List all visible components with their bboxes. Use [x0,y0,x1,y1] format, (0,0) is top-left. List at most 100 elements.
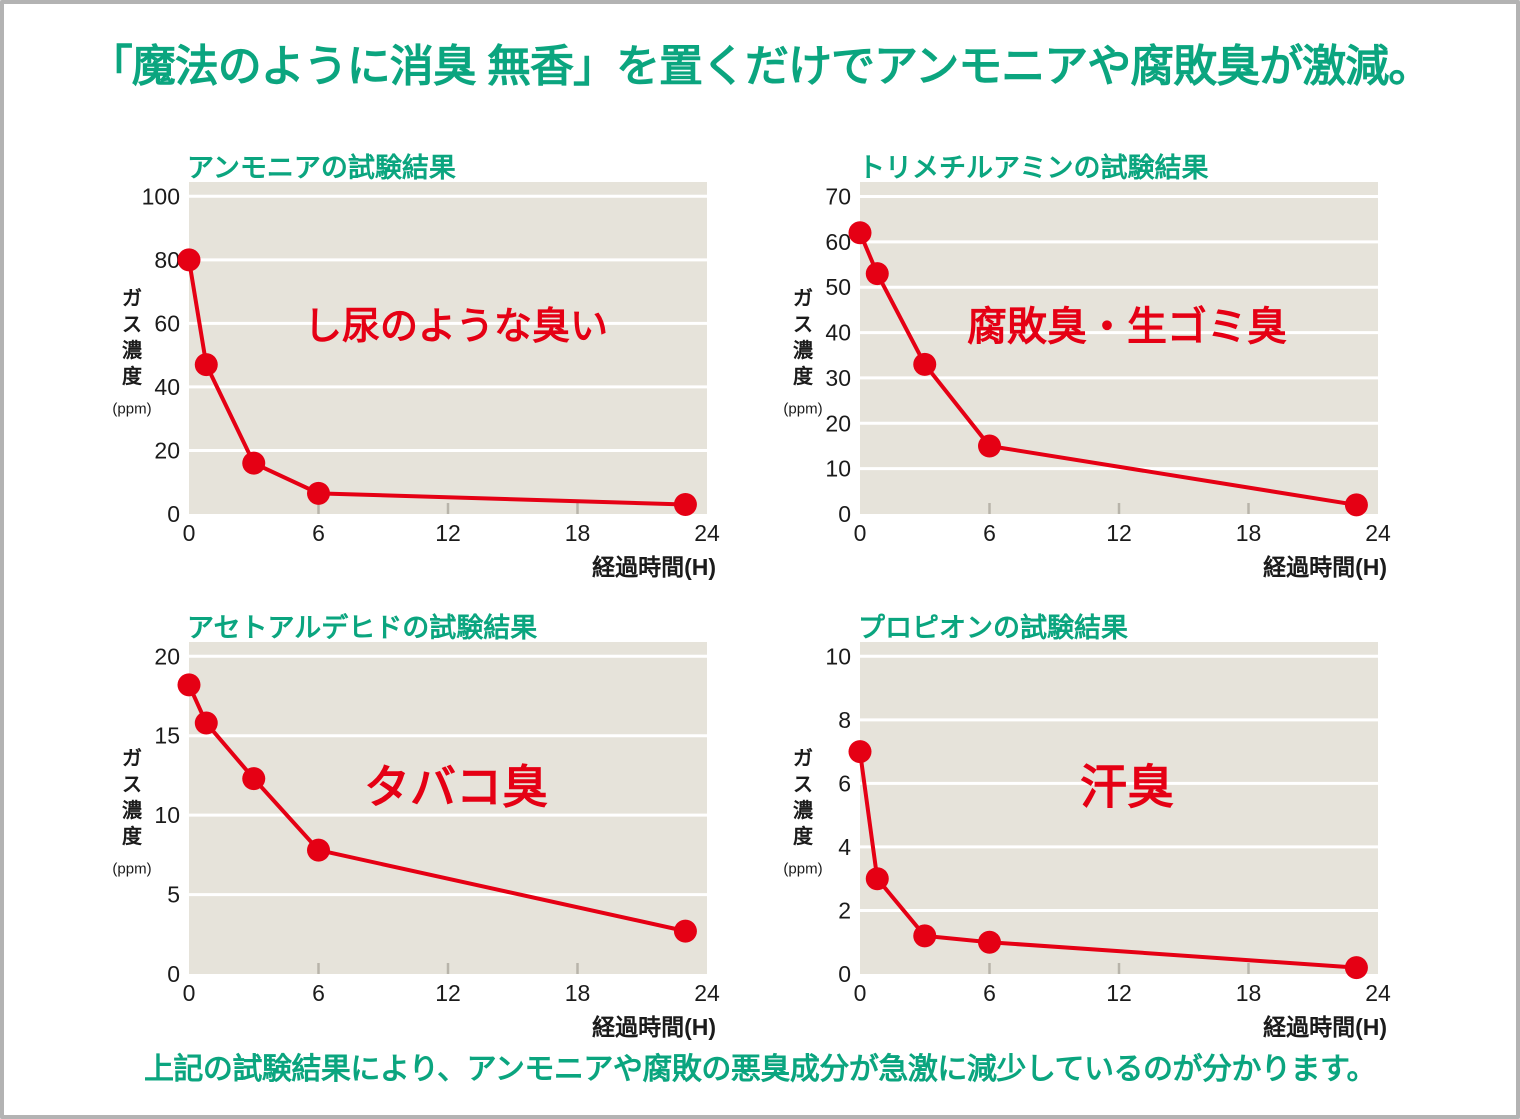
chart-acetaldehyde: アセトアルデヒドの試験結果 0 5 10 15 20 0 6 12 18 24 ガス濃度 (ppm) 経… [94,604,739,1064]
data-point [913,352,937,376]
data-point [194,711,218,735]
y-axis-unit: (ppm) [783,861,822,878]
data-point [978,434,1001,458]
data-point [307,481,330,505]
y-tick-label: 40 [154,374,180,400]
data-point [242,451,266,475]
y-axis-unit: (ppm) [112,401,151,418]
data-point [865,262,889,286]
x-tick-label: 12 [435,980,461,1006]
y-axis-label: ス [793,774,813,796]
x-tick-label: 0 [854,980,867,1006]
x-axis-label: 経過時間(H) [1263,554,1387,580]
y-tick-label: 4 [838,834,851,860]
x-tick-label: 6 [312,520,325,546]
y-tick-label: 10 [825,456,851,482]
y-tick-label: 20 [154,437,180,463]
x-tick-label: 18 [565,520,591,546]
data-point [194,353,218,377]
chart-propion: プロピオンの試験結果 0 2 4 6 8 10 0 6 12 18 24 ガス濃度 (ppm) 経過時間(… [765,604,1410,1064]
y-tick-label: 10 [154,802,180,828]
x-tick-label: 24 [1365,980,1391,1006]
chart-trimethylamine: トリメチルアミンの試験結果 0 10 20 30 40 50 60 70 0 6 12 18 24 ガス濃… [765,144,1410,604]
y-tick-label: 0 [167,501,180,527]
y-tick-label: 8 [838,707,851,733]
x-tick-label: 12 [1106,520,1132,546]
x-tick-label: 24 [1365,520,1391,546]
data-point [865,867,889,891]
chart-ammonia-title: アンモニアの試験結果 [187,153,456,183]
footer-text: 上記の試験結果により、アンモニアや腐敗の悪臭成分が急激に減少しているのが分かりま… [143,1053,1377,1086]
y-tick-label: 60 [154,310,180,336]
y-tick-label: 0 [838,961,851,987]
data-point [913,924,937,948]
page-title: 「魔法のように消臭 無香」を置くだけでアンモニアや腐敗臭が激減。 [88,42,1432,91]
y-tick-label: 20 [825,410,851,436]
odor-annotation: タバコ臭 [364,761,548,813]
y-axis-unit: (ppm) [783,401,822,418]
x-tick-label: 12 [435,520,461,546]
chart-propion-title: プロピオンの試験結果 [858,613,1128,643]
x-tick-label: 18 [565,980,591,1006]
x-tick-label: 6 [312,980,325,1006]
x-tick-label: 6 [983,980,996,1006]
y-axis-label: 度 [122,824,143,848]
y-axis-label: ガ [793,287,813,310]
y-axis-label: ス [122,774,142,796]
data-point [673,492,697,516]
y-tick-label: 10 [825,643,851,669]
odor-annotation: 腐敗臭・生ゴミ臭 [967,304,1287,349]
odor-annotation: し尿のような臭い [304,306,608,348]
y-axis-label: ス [122,314,142,336]
y-tick-label: 80 [154,247,180,273]
y-tick-label: 0 [167,961,180,987]
y-axis-label: 濃 [122,339,143,362]
y-tick-label: 70 [825,184,851,210]
y-tick-label: 5 [167,882,180,908]
y-axis-label: ガ [122,747,142,770]
x-tick-label: 0 [183,980,196,1006]
x-tick-label: 18 [1236,980,1262,1006]
data-point [673,919,697,943]
x-tick-label: 18 [1236,520,1262,546]
data-point [307,838,330,862]
y-axis-label: ス [793,314,813,336]
data-point [242,767,266,791]
x-tick-label: 0 [183,520,196,546]
chart-acetaldehyde-title: アセトアルデヒドの試験結果 [187,613,538,643]
y-axis-label: 濃 [122,799,143,822]
plot-area [860,182,1378,514]
x-tick-label: 24 [694,980,720,1006]
y-axis-label: ガ [122,287,142,310]
data-point [177,248,201,272]
y-axis-label: 度 [793,364,814,388]
data-point [848,740,872,764]
chart-trimethylamine-title: トリメチルアミンの試験結果 [858,153,1209,183]
y-axis-label: ガ [793,747,813,770]
y-axis-unit: (ppm) [112,861,151,878]
y-tick-label: 15 [154,723,180,749]
x-axis-label: 経過時間(H) [592,554,716,580]
data-point [1344,956,1368,980]
y-axis-label: 度 [122,364,143,388]
y-axis-label: 度 [793,824,814,848]
plot-area [189,182,707,514]
x-tick-label: 12 [1106,980,1132,1006]
x-axis-label: 経過時間(H) [1263,1014,1387,1040]
x-tick-label: 24 [694,520,720,546]
y-tick-label: 60 [825,229,851,255]
data-point [978,930,1001,954]
y-tick-label: 20 [154,643,180,669]
x-axis-label: 経過時間(H) [592,1014,716,1040]
x-tick-label: 0 [854,520,867,546]
data-point [177,673,201,697]
data-point [1344,493,1368,517]
y-tick-label: 6 [838,770,851,796]
x-tick-label: 6 [983,520,996,546]
chart-ammonia: アンモニアの試験結果 0 20 40 60 80 100 0 6 12 18 24 ガス濃度 (ppm)… [94,144,739,604]
